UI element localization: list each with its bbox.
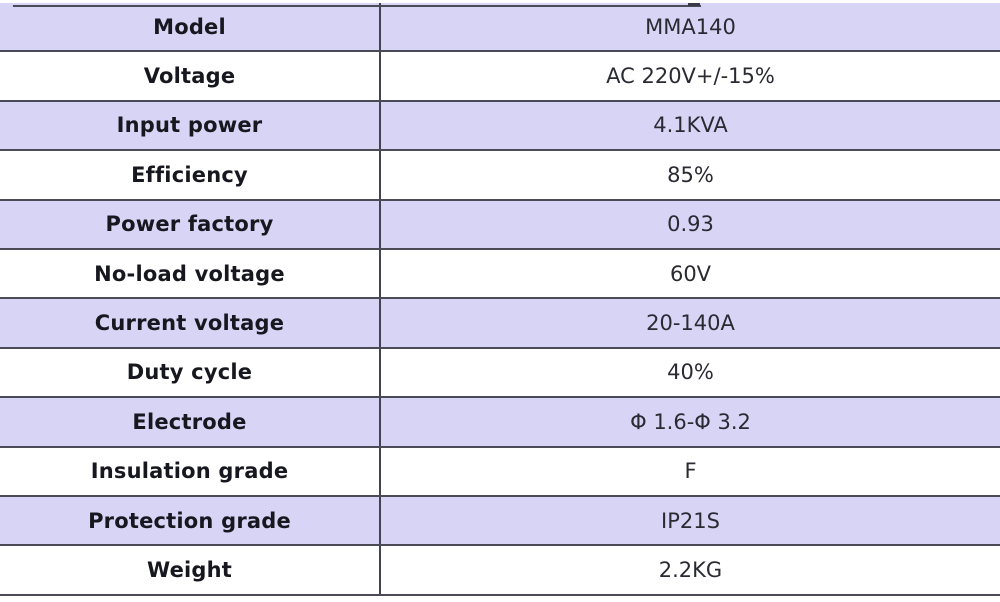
spec-sheet-page: Model MMA140 Voltage AC 220V+/-15% Input… [0, 3, 1000, 602]
spec-value-no-load-voltage: 60V [380, 248, 1000, 300]
spec-row-protection-grade: Protection grade IP21S [0, 495, 1000, 547]
spec-label-weight: Weight [0, 545, 381, 596]
spec-row-power-factory: Power factory 0.93 [0, 199, 1000, 250]
spec-value-protection-grade: IP21S [380, 495, 1000, 547]
spec-value-electrode: Φ 1.6-Φ 3.2 [380, 397, 1000, 448]
spec-label-model: Model [0, 3, 381, 53]
spec-value-insulation-grade: F [380, 446, 1000, 497]
spec-row-duty-cycle: Duty cycle 40% [0, 347, 1000, 399]
spec-row-current-voltage: Current voltage 20-140A [0, 298, 1000, 349]
spec-row-no-load-voltage: No-load voltage 60V [0, 248, 1000, 300]
spec-label-voltage: Voltage [0, 51, 381, 102]
spec-value-weight: 2.2KG [380, 545, 1000, 596]
spec-label-input-power: Input power [0, 100, 381, 152]
table-top-border [13, 5, 701, 7]
spec-row-model: Model MMA140 [0, 3, 1000, 53]
spec-value-power-factory: 0.93 [380, 199, 1000, 250]
spec-value-current-voltage: 20-140A [380, 298, 1000, 349]
spec-value-model: MMA140 [380, 3, 1000, 53]
spec-row-weight: Weight 2.2KG [0, 545, 1000, 596]
spec-value-efficiency: 85% [380, 150, 1000, 201]
spec-label-efficiency: Efficiency [0, 150, 381, 201]
spec-row-efficiency: Efficiency 85% [0, 150, 1000, 201]
spec-value-voltage: AC 220V+/-15% [380, 51, 1000, 102]
spec-label-current-voltage: Current voltage [0, 298, 381, 349]
spec-row-voltage: Voltage AC 220V+/-15% [0, 51, 1000, 102]
spec-label-power-factory: Power factory [0, 199, 381, 250]
table-top-border-stub [688, 3, 700, 6]
spec-label-no-load-voltage: No-load voltage [0, 248, 381, 300]
spec-label-duty-cycle: Duty cycle [0, 347, 381, 399]
product-spec-table: Model MMA140 Voltage AC 220V+/-15% Input… [0, 3, 1000, 596]
spec-label-insulation-grade: Insulation grade [0, 446, 381, 497]
spec-value-duty-cycle: 40% [380, 347, 1000, 399]
spec-row-electrode: Electrode Φ 1.6-Φ 3.2 [0, 397, 1000, 448]
spec-label-protection-grade: Protection grade [0, 495, 381, 547]
spec-row-insulation-grade: Insulation grade F [0, 446, 1000, 497]
spec-label-electrode: Electrode [0, 397, 381, 448]
spec-row-input-power: Input power 4.1KVA [0, 100, 1000, 152]
spec-value-input-power: 4.1KVA [380, 100, 1000, 152]
